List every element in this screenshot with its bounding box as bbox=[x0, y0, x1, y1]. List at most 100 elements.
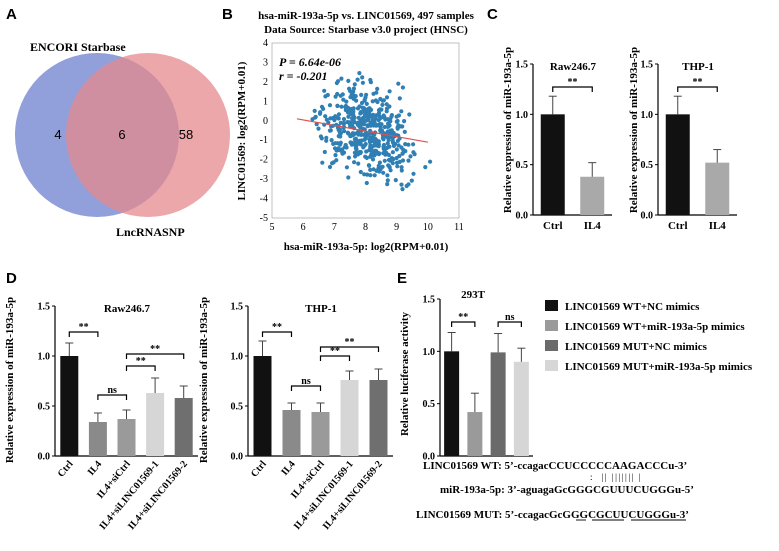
scatter-x-tick-label: 11 bbox=[454, 222, 464, 233]
y-tick-label: 0.5 bbox=[641, 160, 654, 171]
scatter-point bbox=[331, 160, 336, 165]
scatter-point bbox=[377, 114, 382, 119]
legend-swatch bbox=[545, 340, 558, 351]
legend-label: LINC01569 MUT+NC mimics bbox=[565, 341, 708, 353]
scatter-point bbox=[322, 149, 327, 155]
scatter-point bbox=[354, 147, 359, 152]
legend-swatch bbox=[545, 300, 558, 311]
scatter-point bbox=[351, 86, 356, 91]
scatter-point bbox=[401, 147, 406, 152]
significance-bracket bbox=[125, 353, 185, 359]
scatter-point bbox=[374, 113, 379, 118]
scatter-point bbox=[348, 140, 353, 145]
x-tick-label: Ctrl bbox=[668, 220, 688, 232]
scatter-point bbox=[352, 160, 357, 165]
scatter-point bbox=[341, 121, 346, 126]
scatter-point bbox=[400, 158, 406, 163]
scatter-point bbox=[409, 178, 414, 183]
scatter-point bbox=[407, 112, 412, 117]
scatter-point bbox=[338, 142, 343, 147]
scatter-point bbox=[400, 85, 405, 90]
scatter-point bbox=[356, 141, 361, 146]
scatter-point bbox=[348, 88, 353, 94]
d-left-y-label: Relative expression of miR-193a-5p bbox=[4, 297, 16, 463]
scatter-y-tick-label: -2 bbox=[260, 155, 268, 166]
scatter-point bbox=[364, 101, 369, 106]
x-tick-label: IL4 bbox=[279, 459, 297, 478]
scatter-point bbox=[375, 140, 380, 146]
scatter-point bbox=[379, 122, 384, 127]
scatter-point bbox=[388, 168, 393, 173]
x-tick-label: IL4 bbox=[86, 459, 104, 478]
scatter-x-tick-label: 9 bbox=[394, 222, 399, 233]
x-tick-label: IL4 bbox=[584, 220, 602, 232]
scatter-point bbox=[375, 99, 380, 105]
scatter-point bbox=[400, 187, 405, 192]
y-tick-label: 0.5 bbox=[516, 160, 529, 171]
bar bbox=[705, 162, 730, 215]
scatter-point bbox=[357, 71, 362, 76]
bar bbox=[253, 356, 272, 456]
panel-label-c: C bbox=[487, 6, 498, 23]
scatter-point bbox=[384, 106, 390, 111]
scatter-point bbox=[378, 129, 383, 134]
venn-overlap-count: 6 bbox=[118, 127, 125, 142]
scatter-point bbox=[412, 152, 417, 157]
scatter-point bbox=[358, 169, 363, 175]
significance-label: ** bbox=[693, 77, 703, 88]
sequence-alignment: LINC01569 WT: 5’-ccagacCCUCCCCCAAGACCCu-… bbox=[416, 460, 694, 521]
scatter-point bbox=[310, 117, 315, 122]
legend-e: LINC01569 WT+NC mimics LINC01569 WT+miR-1… bbox=[545, 300, 753, 373]
significance-bracket bbox=[319, 355, 351, 361]
scatter-point bbox=[363, 141, 368, 147]
scatter-point bbox=[385, 178, 390, 183]
scatter-point bbox=[364, 149, 369, 154]
scatter-point bbox=[319, 136, 324, 141]
scatter-point bbox=[397, 96, 402, 101]
significance-label: ns bbox=[301, 376, 311, 387]
x-tick-label: Ctrl bbox=[543, 220, 563, 232]
scatter-point bbox=[382, 124, 387, 130]
scatter-point bbox=[344, 165, 349, 170]
scatter-point bbox=[382, 148, 387, 153]
scatter-point bbox=[346, 78, 351, 83]
scatter-point bbox=[353, 136, 358, 141]
sequence-mut: LINC01569 MUT: 5’-ccagacGcGGGCGCUUCUGGGu… bbox=[416, 509, 689, 521]
bar bbox=[117, 419, 136, 456]
scatter-point bbox=[383, 152, 388, 157]
scatter-point bbox=[369, 145, 374, 151]
scatter-point bbox=[381, 170, 386, 175]
scatter-x-tick-label: 10 bbox=[423, 222, 433, 233]
scatter-point bbox=[355, 106, 361, 111]
y-tick-label: 0.0 bbox=[231, 452, 244, 463]
y-tick-label: 1.5 bbox=[231, 302, 244, 313]
scatter-title-line2: Data Source: Starbase v3.0 project (HNSC… bbox=[264, 24, 468, 36]
scatter-point bbox=[390, 150, 395, 155]
scatter-point bbox=[377, 160, 382, 165]
scatter-point bbox=[385, 182, 390, 187]
scatter-point bbox=[370, 99, 375, 104]
scatter-point bbox=[387, 164, 392, 169]
scatter-point bbox=[393, 178, 398, 183]
scatter-point bbox=[411, 142, 416, 147]
scatter-point bbox=[428, 159, 433, 164]
scatter-point bbox=[402, 119, 407, 124]
scatter-point bbox=[423, 165, 428, 170]
sequence-wt: LINC01569 WT: 5’-ccagacCCUCCCCCAAGACCCu-… bbox=[423, 460, 687, 472]
scatter-x-ticks: 5 6 7 8 9 10 11 bbox=[270, 222, 464, 233]
scatter-point bbox=[362, 132, 368, 137]
y-tick-label: 0.5 bbox=[38, 402, 51, 413]
scatter-point bbox=[394, 147, 399, 152]
significance-label: ns bbox=[505, 312, 515, 323]
scatter-point bbox=[380, 136, 385, 141]
venn-set2-label: LncRNASNP bbox=[116, 225, 185, 239]
significance-bracket bbox=[552, 86, 593, 92]
scatter-point bbox=[343, 142, 348, 148]
scatter-point bbox=[346, 155, 351, 160]
significance-bracket bbox=[497, 321, 522, 327]
y-tick-label: 1.5 bbox=[641, 60, 654, 71]
bar-chart-c-raw: 0.0 0.5 1.0 1.5 Raw246.7 Ctrl IL4 ** bbox=[516, 60, 612, 232]
y-tick-label: 1.5 bbox=[423, 295, 436, 306]
scatter-point bbox=[340, 92, 345, 97]
